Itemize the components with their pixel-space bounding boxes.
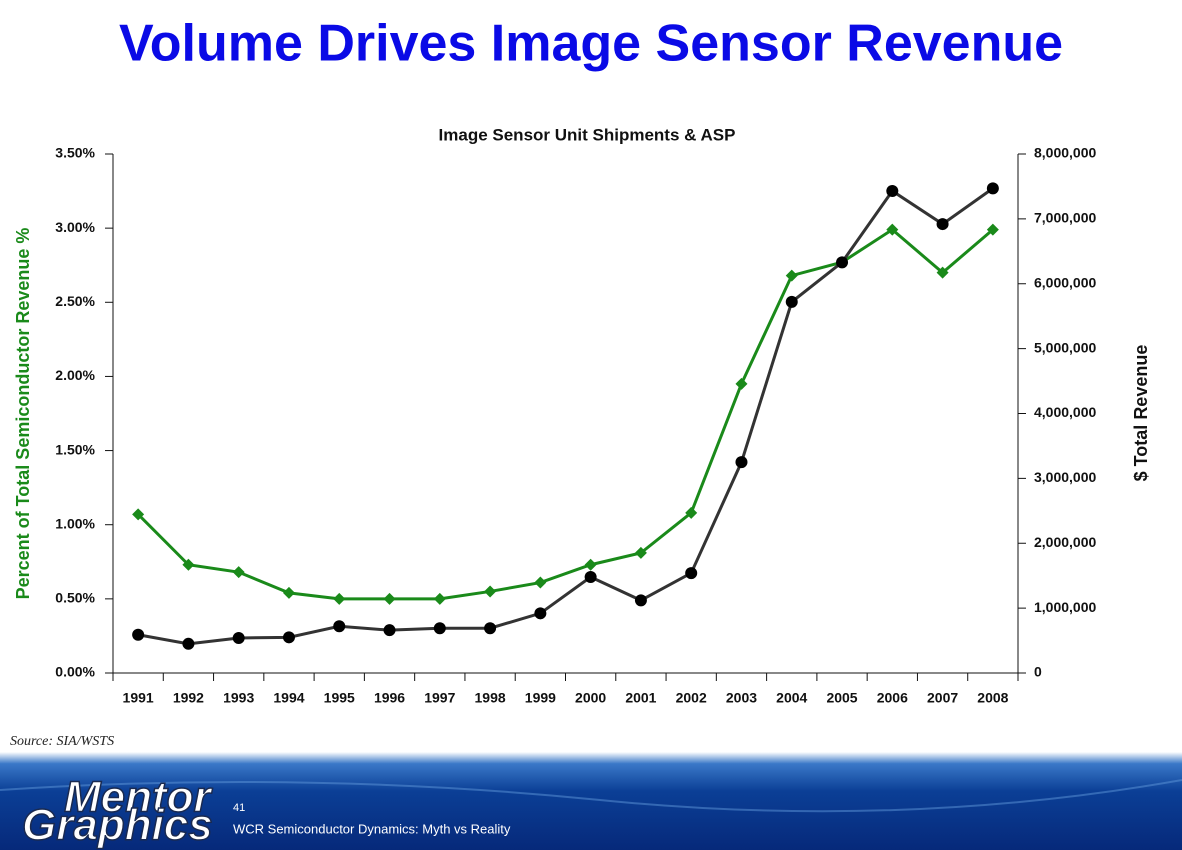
point-marker xyxy=(986,223,999,236)
point-marker xyxy=(936,218,949,231)
x-tick-label: 1991 xyxy=(123,690,154,706)
logo-line: Graphics xyxy=(22,801,213,850)
y2-tick-label: 2,000,000 xyxy=(1034,534,1096,550)
series-line xyxy=(137,227,994,601)
point-marker xyxy=(383,624,396,637)
y2-axis-label: $ Total Revenue xyxy=(1131,345,1151,482)
y2-tick-label: 8,000,000 xyxy=(1034,145,1096,161)
x-tick-label: 2001 xyxy=(625,690,656,706)
y-tick-label: 2.00% xyxy=(55,367,95,383)
point-marker xyxy=(735,456,748,469)
x-tick-label: 1997 xyxy=(424,690,455,706)
y2-tick-label: 6,000,000 xyxy=(1034,274,1096,290)
y-axis-label: Percent of Total Semiconductor Revenue % xyxy=(13,228,33,600)
point-marker xyxy=(484,622,497,635)
x-tick-label: 2005 xyxy=(826,690,857,706)
point-marker xyxy=(634,594,647,607)
footer-text: WCR Semiconductor Dynamics: Myth vs Real… xyxy=(233,821,511,836)
point-marker xyxy=(333,592,346,605)
point-marker xyxy=(433,622,446,635)
x-tick-label: 1998 xyxy=(475,690,506,706)
y-tick-label: 3.00% xyxy=(55,219,95,235)
y-tick-label: 0.00% xyxy=(55,664,95,680)
x-tick-label: 1992 xyxy=(173,690,204,706)
footer-decor xyxy=(0,779,1182,813)
y-tick-label: 3.50% xyxy=(55,145,95,161)
point-marker xyxy=(785,269,798,282)
point-marker xyxy=(534,576,547,589)
y2-tick-label: 3,000,000 xyxy=(1034,469,1096,485)
x-tick-label: 2004 xyxy=(776,690,807,706)
footer-band xyxy=(0,752,1182,850)
x-tick-label: 2003 xyxy=(726,690,757,706)
point-marker xyxy=(232,631,245,644)
point-marker xyxy=(282,631,295,644)
point-marker xyxy=(534,607,547,620)
series-line xyxy=(137,187,994,646)
x-tick-label: 1995 xyxy=(324,690,355,706)
point-marker xyxy=(433,592,446,605)
y-tick-label: 1.50% xyxy=(55,441,95,457)
point-marker xyxy=(836,256,849,269)
point-marker xyxy=(584,570,597,583)
y-tick-label: 0.50% xyxy=(55,590,95,606)
y-tick-label: 1.00% xyxy=(55,515,95,531)
point-marker xyxy=(685,506,698,519)
y2-tick-label: 0 xyxy=(1034,664,1042,680)
point-marker xyxy=(936,266,949,279)
point-marker xyxy=(282,586,295,599)
point-marker xyxy=(685,567,698,580)
point-marker xyxy=(232,566,245,579)
x-tick-label: 1994 xyxy=(273,690,304,706)
y2-tick-label: 7,000,000 xyxy=(1034,210,1096,226)
point-marker xyxy=(886,184,899,197)
slide-title: Volume Drives Image Sensor Revenue xyxy=(119,15,1063,73)
x-tick-label: 2002 xyxy=(676,690,707,706)
y2-tick-label: 5,000,000 xyxy=(1034,339,1096,355)
x-tick-label: 2006 xyxy=(877,690,908,706)
point-marker xyxy=(886,223,899,236)
x-tick-label: 2000 xyxy=(575,690,606,706)
point-marker xyxy=(182,558,195,571)
y2-tick-label: 4,000,000 xyxy=(1034,404,1096,420)
point-marker xyxy=(333,620,346,633)
x-tick-label: 1993 xyxy=(223,690,254,706)
y-tick-label: 2.50% xyxy=(55,293,95,309)
point-marker xyxy=(634,546,647,559)
y2-tick-label: 1,000,000 xyxy=(1034,599,1096,615)
point-marker xyxy=(986,182,999,195)
page-number: 41 xyxy=(233,802,245,814)
x-tick-label: 2008 xyxy=(977,690,1008,706)
point-marker xyxy=(383,592,396,605)
point-marker xyxy=(132,628,145,641)
x-tick-label: 2007 xyxy=(927,690,958,706)
point-marker xyxy=(785,295,798,308)
chart-title: Image Sensor Unit Shipments & ASP xyxy=(439,125,736,144)
point-marker xyxy=(584,558,597,571)
x-tick-label: 1999 xyxy=(525,690,556,706)
point-marker xyxy=(484,585,497,598)
source-note: Source: SIA/WSTS xyxy=(10,734,114,749)
x-tick-label: 1996 xyxy=(374,690,405,706)
point-marker xyxy=(132,508,145,521)
point-marker xyxy=(182,637,195,650)
point-marker xyxy=(735,377,748,390)
logo-line: Mentor xyxy=(64,773,214,822)
